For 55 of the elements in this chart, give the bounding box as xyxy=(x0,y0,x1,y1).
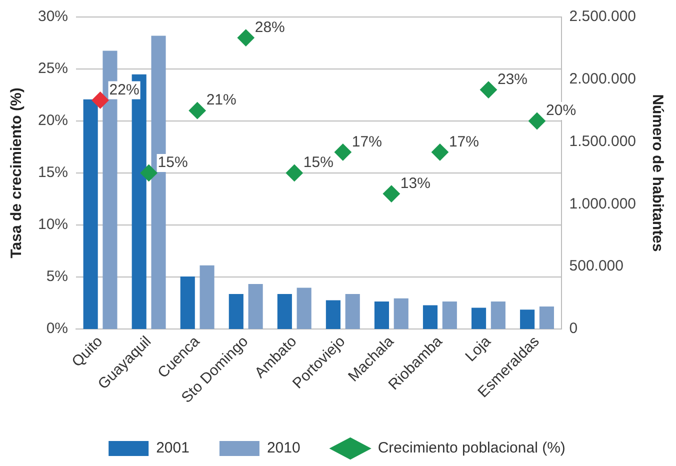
y-tick-label: 10% xyxy=(38,216,68,234)
point xyxy=(237,29,254,46)
bar xyxy=(442,302,457,329)
bar xyxy=(472,308,486,329)
data-label: 13% xyxy=(400,174,430,192)
legend-label: 2010 xyxy=(266,440,300,457)
data-label: 20% xyxy=(546,102,576,120)
point xyxy=(382,185,400,202)
y2-tick-label: 1.500.000 xyxy=(569,132,636,150)
bar xyxy=(277,294,292,329)
y2-tick-label: 0 xyxy=(569,320,578,338)
point xyxy=(480,81,497,98)
data-label: 23% xyxy=(497,70,528,88)
data-label: 21% xyxy=(206,92,236,109)
bar xyxy=(374,302,390,329)
point xyxy=(140,164,158,182)
point xyxy=(286,164,303,182)
bar xyxy=(248,284,263,329)
bar xyxy=(422,305,438,329)
y2-tick-label: 1.000.000 xyxy=(569,195,636,212)
bar xyxy=(326,300,340,329)
bar xyxy=(520,310,535,329)
y2-axis-title: Número de habitantes xyxy=(648,94,666,252)
y-axis-title: Tasa de crecimiento (%) xyxy=(8,88,26,258)
data-label: 22% xyxy=(109,81,140,98)
bar xyxy=(83,99,98,329)
y-tick-label: 15% xyxy=(38,164,68,182)
legend-label: Crecimiento poblacional (%) xyxy=(378,440,566,457)
point xyxy=(334,144,352,161)
y2-tick-label: 500.000 xyxy=(569,258,624,275)
y2-tick-label: 2.000.000 xyxy=(569,70,636,88)
y-tick-label: 0% xyxy=(46,320,68,338)
y-tick-label: 20% xyxy=(38,112,68,130)
point xyxy=(188,102,206,120)
bar xyxy=(394,298,408,329)
point xyxy=(92,92,109,109)
bar xyxy=(490,302,506,329)
point xyxy=(431,144,448,161)
y-tick-label: 25% xyxy=(38,60,68,78)
data-label: 28% xyxy=(254,18,285,36)
y2-tick-label: 2.500.000 xyxy=(569,8,636,26)
y-tick-label: 30% xyxy=(38,8,68,26)
bar xyxy=(200,265,214,329)
bar xyxy=(345,294,360,329)
bar xyxy=(180,276,195,329)
bar xyxy=(228,294,244,329)
data-label: 17% xyxy=(448,133,479,150)
data-label: 17% xyxy=(352,133,382,150)
point xyxy=(528,112,546,130)
bar xyxy=(539,306,554,329)
legend-label: 2001 xyxy=(156,440,190,457)
bar xyxy=(296,288,312,329)
data-label: 15% xyxy=(303,154,334,172)
data-label: 15% xyxy=(158,154,188,172)
y-tick-label: 5% xyxy=(46,268,68,286)
